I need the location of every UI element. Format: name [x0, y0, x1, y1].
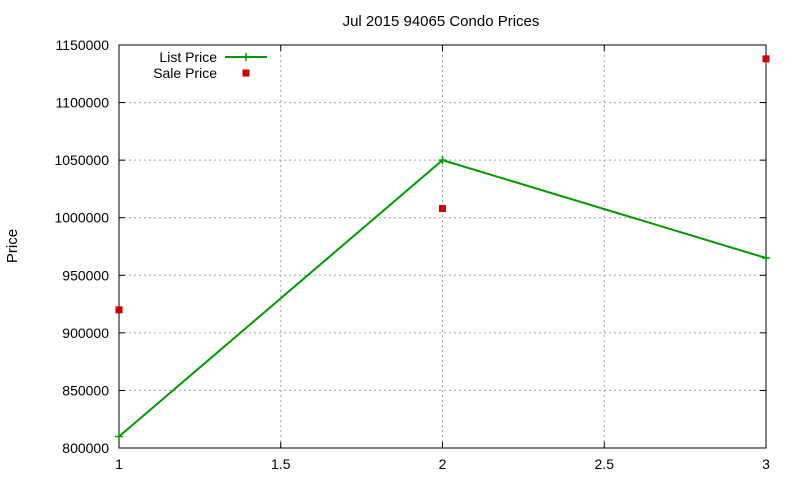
- y-tick-label: 1050000: [54, 152, 109, 168]
- legend-entry-label: Sale Price: [153, 65, 217, 81]
- ticks-layer: 8000008500009000009500001000000105000011…: [54, 37, 770, 472]
- sale-price-point: [115, 306, 123, 314]
- series-layer: [115, 55, 770, 441]
- y-tick-label: 1150000: [56, 37, 110, 53]
- list-price-point: [438, 156, 447, 165]
- sale-price-point: [762, 55, 770, 63]
- legend-plus-marker: [242, 53, 250, 61]
- sale-price-point: [439, 205, 446, 213]
- y-tick-label: 950000: [62, 267, 109, 283]
- x-tick-label: 2: [439, 456, 447, 472]
- y-tick-label: 850000: [62, 382, 109, 398]
- list-price-point: [115, 432, 123, 441]
- x-tick-label: 3: [762, 456, 770, 472]
- list-price-point: [762, 254, 770, 263]
- x-tick-label: 1.5: [271, 456, 291, 472]
- x-tick-label: 2.5: [595, 456, 615, 472]
- y-tick-label: 800000: [62, 440, 109, 456]
- y-axis-label: Price: [4, 229, 21, 263]
- chart-title: Jul 2015 94065 Condo Prices: [343, 13, 540, 30]
- y-tick-label: 1100000: [56, 95, 110, 111]
- legend-entry-label: List Price: [159, 49, 217, 65]
- legend-square-marker: [242, 69, 250, 77]
- y-tick-label: 1000000: [54, 210, 109, 226]
- x-tick-label: 1: [115, 456, 123, 472]
- grid-layer: [119, 45, 766, 448]
- y-tick-label: 900000: [62, 325, 109, 341]
